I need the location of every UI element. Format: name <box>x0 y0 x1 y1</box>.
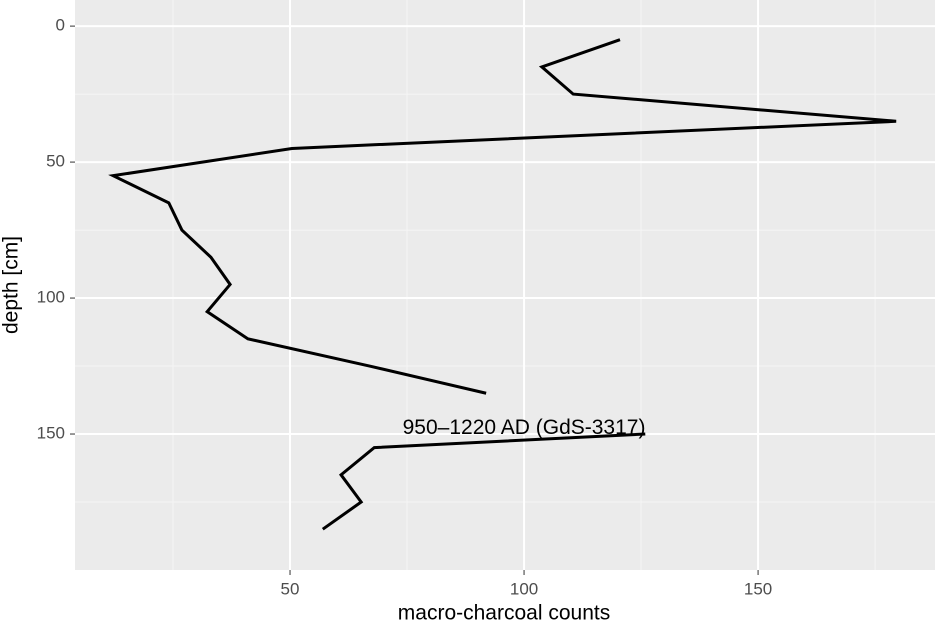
y-axis-title: depth [cm] <box>0 236 23 334</box>
x-axis-title: macro-charcoal counts <box>398 602 610 624</box>
x-tick-label: 150 <box>744 579 772 598</box>
x-tick-label: 100 <box>510 579 538 598</box>
y-tick-label: 50 <box>46 152 65 171</box>
panel <box>75 0 935 570</box>
data-line <box>108 38 897 531</box>
y-tick-label: 0 <box>56 16 65 35</box>
annotation: 950–1220 AD (GdS-3317) <box>403 416 646 439</box>
y-tick-label: 100 <box>37 288 65 307</box>
y-tick-label: 150 <box>37 424 65 443</box>
x-tick-label: 50 <box>281 579 300 598</box>
